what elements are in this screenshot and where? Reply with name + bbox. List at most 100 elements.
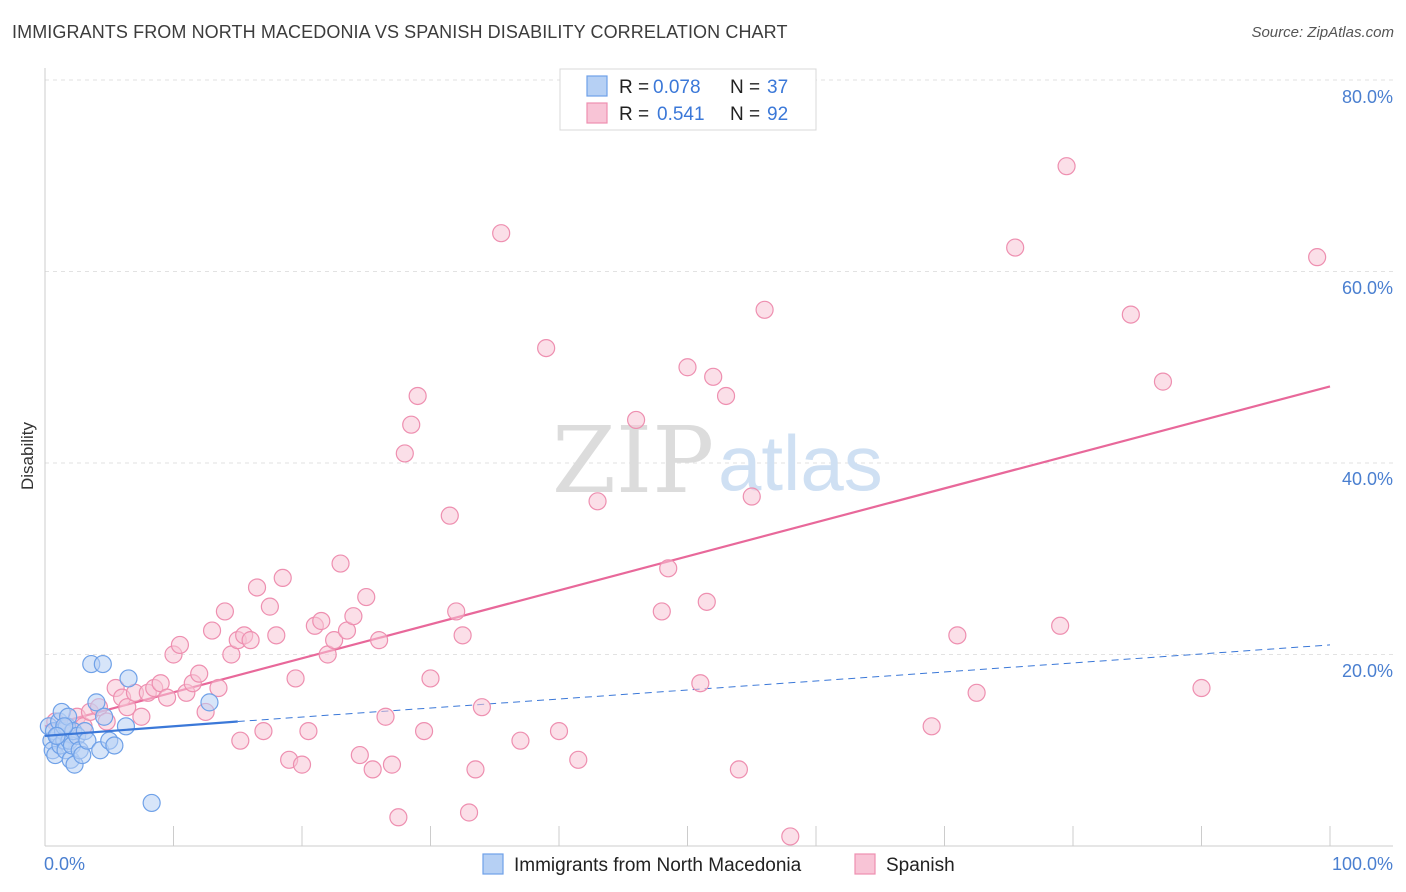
- chart-title: IMMIGRANTS FROM NORTH MACEDONIA VS SPANI…: [12, 22, 788, 42]
- data-point-spanish: [286, 669, 305, 688]
- legend-n-value-2: 92: [767, 104, 788, 125]
- data-point-spanish: [967, 683, 986, 702]
- data-point-spanish: [1121, 305, 1140, 324]
- watermark-atlas: atlas: [718, 419, 883, 507]
- data-point-north-macedonia: [116, 717, 136, 736]
- data-point-spanish: [389, 808, 408, 827]
- data-point-spanish: [781, 827, 800, 846]
- series-spanish: [46, 157, 1327, 846]
- data-point-spanish: [729, 760, 749, 779]
- trend-line-north-macedonia: [44, 720, 238, 737]
- data-point-spanish: [704, 367, 723, 386]
- data-point-spanish: [588, 492, 607, 511]
- data-point-spanish: [511, 731, 530, 750]
- axes: [44, 68, 1393, 847]
- trend-lines: [44, 385, 1331, 728]
- data-point-north-macedonia: [105, 736, 124, 755]
- data-point-spanish: [260, 597, 279, 616]
- trend-line-spanish: [44, 385, 1331, 728]
- data-point-spanish: [273, 568, 292, 588]
- data-point-spanish: [209, 678, 228, 698]
- data-point-spanish: [1006, 238, 1025, 257]
- data-point-spanish: [1057, 157, 1076, 176]
- data-point-spanish: [453, 626, 472, 645]
- data-point-spanish: [421, 669, 440, 688]
- data-point-spanish: [659, 559, 678, 578]
- data-point-spanish: [466, 760, 485, 779]
- data-point-north-macedonia: [200, 693, 219, 712]
- data-point-spanish: [569, 750, 588, 769]
- data-point-spanish: [472, 698, 491, 717]
- data-point-spanish: [344, 607, 363, 626]
- legend-n-value-1: 37: [767, 77, 788, 98]
- trend-line-north-macedonia-dashed: [237, 644, 1331, 723]
- bottom-legend-label-north-macedonia: Immigrants from North Macedonia: [514, 855, 802, 876]
- data-point-spanish: [350, 745, 369, 765]
- y-axis-label: Disability: [18, 421, 37, 490]
- data-point-spanish: [370, 631, 389, 650]
- data-point-spanish: [742, 487, 761, 506]
- legend-swatch-spanish: [586, 102, 608, 124]
- data-point-spanish: [241, 631, 260, 650]
- data-point-north-macedonia: [142, 793, 161, 813]
- data-point-spanish: [948, 626, 967, 645]
- data-point-spanish: [716, 386, 736, 406]
- top-legend: R = 0.078 N = 37 R = 0.541 N = 92: [559, 68, 817, 131]
- data-point-spanish: [414, 721, 434, 741]
- source-credit: Source: ZipAtlas.com: [1251, 24, 1394, 41]
- series-north-macedonia: [39, 654, 238, 813]
- legend-n-label-2: N =: [730, 104, 760, 125]
- data-point-spanish: [170, 635, 190, 655]
- bottom-legend-swatch-spanish: [854, 853, 876, 875]
- data-point-spanish: [1153, 372, 1173, 391]
- bottom-legend-label-spanish: Spanish: [886, 855, 955, 876]
- data-point-spanish: [202, 621, 222, 640]
- data-point-spanish: [549, 721, 569, 741]
- grid: [45, 79, 1393, 655]
- data-point-spanish: [325, 631, 344, 650]
- legend-r-label-1: R =: [619, 77, 649, 98]
- legend-r-value-2: 0.541: [657, 104, 705, 125]
- x-tick-label-max: 100.0%: [1332, 854, 1393, 874]
- data-point-spanish: [755, 300, 774, 319]
- data-point-spanish: [357, 587, 376, 607]
- data-point-north-macedonia: [87, 693, 106, 712]
- data-point-spanish: [1308, 248, 1327, 267]
- y-tick-label-60: 60.0%: [1342, 278, 1393, 298]
- data-point-spanish: [447, 602, 466, 621]
- data-point-spanish: [697, 592, 716, 611]
- data-point-spanish: [299, 721, 318, 741]
- data-point-spanish: [678, 358, 697, 377]
- bottom-legend: Immigrants from North Macedonia Spanish: [482, 853, 955, 876]
- data-point-north-macedonia: [119, 669, 138, 688]
- data-point-spanish: [267, 626, 286, 645]
- data-point-spanish: [459, 803, 479, 822]
- legend-n-label-1: N =: [730, 77, 760, 98]
- data-point-spanish: [408, 386, 427, 406]
- data-point-spanish: [626, 410, 646, 430]
- data-point-spanish: [363, 760, 382, 779]
- data-point-spanish: [395, 444, 414, 463]
- data-point-spanish: [382, 755, 402, 774]
- bottom-legend-swatch-north-macedonia: [482, 853, 504, 875]
- data-point-spanish: [157, 688, 177, 707]
- data-point-spanish: [1192, 678, 1211, 698]
- data-point-spanish: [652, 602, 671, 621]
- y-tick-label-40: 40.0%: [1342, 469, 1393, 489]
- data-point-spanish: [331, 554, 350, 573]
- data-point-spanish: [132, 707, 151, 726]
- data-point-spanish: [402, 415, 421, 434]
- data-point-spanish: [440, 506, 459, 525]
- legend-r-value-1: 0.078: [653, 77, 701, 98]
- data-point-spanish: [118, 698, 137, 717]
- data-point-spanish: [215, 602, 234, 621]
- data-point-spanish: [537, 339, 556, 358]
- data-point-spanish: [376, 707, 395, 726]
- data-point-north-macedonia: [93, 654, 112, 674]
- data-point-north-macedonia: [95, 707, 114, 726]
- data-point-spanish: [254, 721, 273, 741]
- y-tick-label-20: 20.0%: [1342, 661, 1393, 681]
- data-point-spanish: [1051, 616, 1070, 635]
- data-point-spanish: [292, 755, 312, 774]
